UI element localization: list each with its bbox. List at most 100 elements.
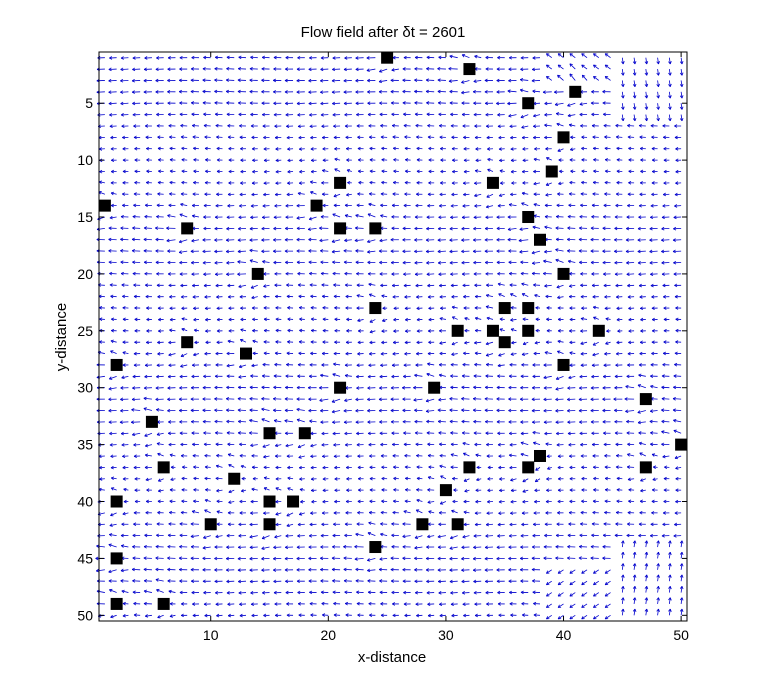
flow-arrow-head (380, 214, 384, 218)
flow-arrow (533, 114, 541, 117)
flow-arrow (369, 319, 376, 323)
flow-arrow-head (449, 261, 453, 265)
flow-arrow (485, 341, 494, 345)
flow-arrow-head (109, 56, 113, 60)
flow-arrow (110, 340, 117, 343)
flow-arrow-head (392, 180, 397, 185)
flow-arrow-head (179, 101, 183, 105)
flow-arrow-head (662, 362, 666, 367)
flow-arrow-head (497, 113, 501, 117)
flow-arrow-head (679, 117, 684, 122)
flow-arrow-head (286, 283, 290, 287)
flow-arrow-head (581, 169, 585, 174)
flow-arrow-head (628, 340, 632, 345)
flow-arrow-head (651, 317, 656, 322)
flow-arrow-head (496, 101, 500, 106)
flow-arrow (367, 250, 376, 253)
flow-arrow (657, 80, 659, 87)
flow-arrow-head (99, 169, 103, 174)
flow-arrow-head (498, 353, 502, 357)
flow-arrow-head (344, 56, 348, 60)
flow-arrow-head (602, 226, 606, 231)
flow-arrow-head (133, 351, 137, 356)
flow-arrow-head (404, 158, 409, 162)
flow-arrow-head (262, 124, 266, 128)
flow-arrow-head (545, 76, 550, 80)
flow-arrow-head (120, 226, 124, 230)
flow-arrow (557, 296, 564, 299)
flow-arrow-head (179, 272, 183, 276)
flow-arrow (227, 340, 235, 343)
flow-arrow-head (131, 237, 135, 242)
flow-arrow-head (473, 260, 477, 265)
obstacle-square (251, 267, 264, 280)
flow-arrow-head (214, 238, 218, 242)
flow-arrow-head (602, 89, 606, 94)
flow-arrow-head (605, 317, 609, 321)
flow-arrow-head (638, 215, 642, 219)
flow-arrow-head (615, 351, 619, 356)
flow-arrow-head (510, 169, 514, 174)
flow-arrow-head (616, 317, 620, 322)
flow-arrow (366, 68, 376, 71)
obstacle-square (263, 518, 276, 531)
flow-arrow (645, 80, 648, 87)
flow-arrow-head (661, 226, 665, 231)
flow-arrow-head (474, 54, 478, 59)
flow-arrow-head (450, 204, 454, 208)
flow-arrow-head (310, 340, 314, 344)
flow-arrow-head (346, 158, 350, 162)
flow-arrow-head (533, 283, 537, 287)
flow-arrow-head (145, 180, 150, 185)
flow-arrow-head (668, 117, 672, 122)
flow-arrow-head (673, 272, 677, 276)
flow-arrow (556, 123, 564, 127)
obstacle-square (287, 495, 300, 508)
flow-arrow-head (167, 214, 171, 218)
flow-arrow-head (450, 112, 454, 117)
flow-arrow-head (473, 340, 478, 345)
flow-arrow-head (143, 90, 147, 94)
flow-arrow-head (415, 351, 420, 356)
flow-arrow-head (616, 180, 620, 185)
flow-arrow-head (382, 306, 386, 310)
flow-arrow-head (108, 376, 113, 380)
flow-arrow-head (557, 64, 562, 68)
flow-arrow-head (262, 362, 266, 367)
flow-arrow-head (496, 90, 500, 94)
flow-arrow-head (381, 340, 385, 345)
flow-arrow (657, 114, 659, 121)
flow-arrow-head (390, 249, 394, 253)
flow-arrow (633, 114, 636, 121)
flow-arrow-head (367, 239, 371, 244)
flow-arrow-head (650, 283, 654, 288)
flow-arrow-head (214, 67, 218, 71)
flow-arrow-head (484, 101, 489, 106)
flow-arrow-head (225, 89, 230, 94)
flow-arrow (544, 250, 552, 253)
flow-arrow-head (274, 124, 278, 128)
flow-arrow-head (251, 306, 255, 310)
flow-arrow-head (275, 158, 279, 163)
flow-arrow-head (379, 112, 383, 117)
flow-arrow-head (355, 78, 359, 83)
flow-arrow-head (615, 123, 619, 128)
flow-arrow-head (191, 238, 195, 243)
flow-arrow-head (344, 271, 348, 276)
y-tick-label: 50 (77, 607, 93, 623)
flow-arrow (309, 216, 317, 220)
flow-arrow-head (110, 135, 114, 140)
flow-arrow-head (557, 53, 562, 57)
flow-arrow-head (557, 339, 561, 344)
flow-arrow-head (438, 204, 443, 208)
obstacle-square (451, 518, 464, 531)
flow-arrow-head (614, 260, 618, 265)
flow-arrow-head (179, 374, 183, 379)
flow-arrow-head (437, 66, 441, 71)
flow-arrow-head (461, 215, 465, 220)
flow-arrow-head (485, 67, 489, 71)
flow-arrow-head (425, 238, 429, 242)
flow-arrow-head (157, 306, 161, 310)
flow-arrow (250, 284, 258, 289)
flow-arrow-head (250, 204, 254, 208)
